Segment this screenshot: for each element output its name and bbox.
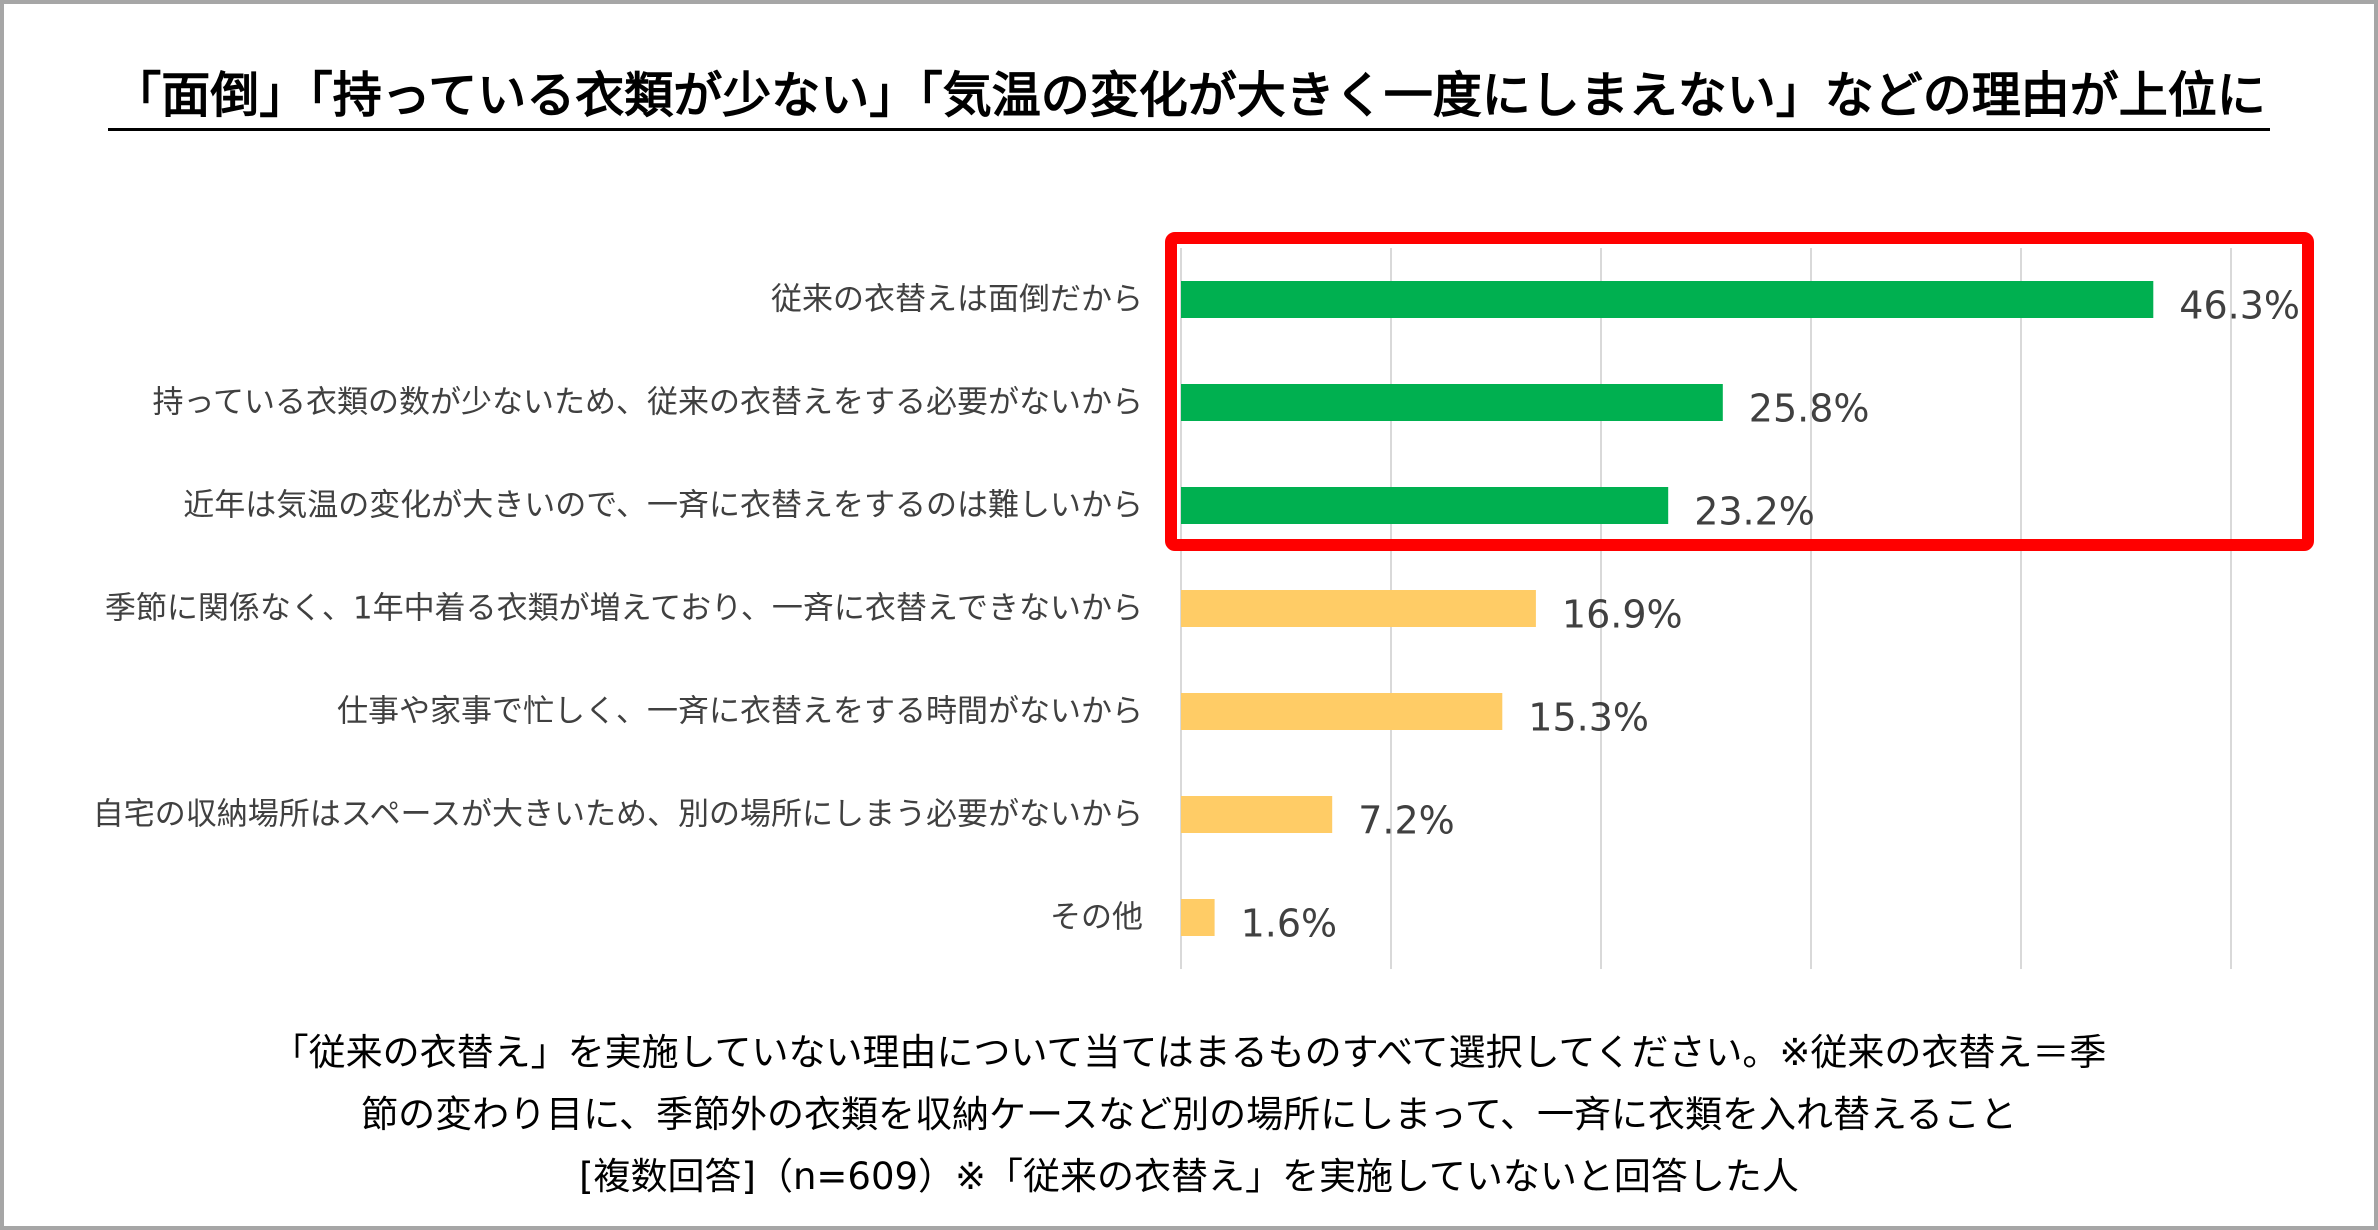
value-label-5: 7.2% (1358, 799, 1455, 843)
category-label-0: 従来の衣替えは面倒だから (771, 282, 1143, 318)
category-label-6: その他 (1050, 900, 1143, 936)
caption-line-1: 「従来の衣替え」を実施していない理由について当てはまるものすべて選択してください… (271, 1031, 2107, 1074)
highlight-box (1165, 232, 2314, 551)
value-label-6: 1.6% (1241, 902, 1338, 946)
bar-6 (1181, 899, 1215, 936)
category-label-2: 近年は気温の変化が大きいので、一斉に衣替えをするのは難しいから (183, 488, 1143, 524)
chart-title-wrap: 「面倒」「持っている衣類が少ない」「気温の変化が大きく一度にしまえない」などの理… (0, 66, 2378, 131)
value-label-3: 16.9% (1562, 593, 1683, 637)
category-label-1: 持っている衣類の数が少ないため、従来の衣替えをする必要がないから (153, 385, 1143, 421)
category-label-3: 季節に関係なく、1年中着る衣類が増えており、一斉に衣替えできないから (105, 591, 1143, 627)
value-label-1: 25.8% (1749, 387, 1870, 431)
value-label-4: 15.3% (1528, 696, 1649, 740)
caption-line-2: 節の変わり目に、季節外の衣類を収納ケースなど別の場所にしまって、一斉に衣類を入れ… (361, 1093, 2017, 1136)
chart-title: 「面倒」「持っている衣類が少ない」「気温の変化が大きく一度にしまえない」などの理… (108, 66, 2270, 131)
category-label-4: 仕事や家事で忙しく、一斉に衣替えをする時間がないから (337, 694, 1143, 730)
chart-caption: 「従来の衣替え」を実施していない理由について当てはまるものすべて選択してください… (0, 1022, 2378, 1208)
bar-4 (1181, 693, 1503, 730)
category-label-5: 自宅の収納場所はスペースが大きいため、別の場所にしまう必要がないから (93, 797, 1143, 833)
value-label-2: 23.2% (1694, 490, 1815, 534)
value-label-0: 46.3% (2179, 284, 2300, 328)
bar-1 (1181, 384, 1723, 421)
caption-line-3: [複数回答]（n=609）※「従来の衣替え」を実施していないと回答した人 (579, 1155, 1799, 1198)
bar-2 (1181, 487, 1669, 524)
bar-0 (1181, 281, 2154, 318)
bar-5 (1181, 796, 1333, 833)
bar-3 (1181, 590, 1536, 627)
